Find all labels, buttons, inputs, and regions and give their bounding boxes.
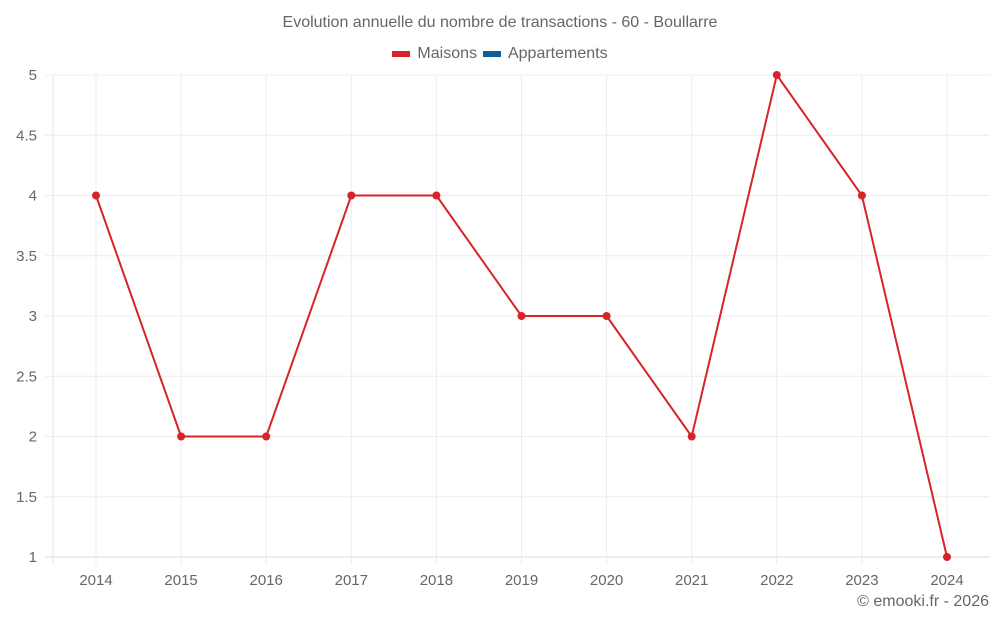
data-point[interactable] bbox=[177, 432, 186, 441]
data-point[interactable] bbox=[347, 191, 356, 200]
copyright-credit: © emooki.fr - 2026 bbox=[857, 593, 989, 610]
data-point[interactable] bbox=[92, 191, 100, 200]
legend-swatch-appartements bbox=[482, 51, 501, 57]
series-maisons bbox=[92, 71, 951, 561]
x-tick-label: 2023 bbox=[845, 572, 878, 589]
x-tick-label: 2022 bbox=[760, 572, 793, 589]
legend-item-appartements[interactable]: Appartements bbox=[482, 45, 608, 63]
chart-title: Evolution annuelle du nombre de transact… bbox=[282, 14, 718, 31]
legend-label-maisons: Maisons bbox=[417, 45, 477, 62]
x-tick-label: 2019 bbox=[505, 572, 538, 589]
data-point[interactable] bbox=[602, 312, 611, 320]
x-axis-ticks: 2014 2015 2016 2017 2018 2019 2020 2021 2022 2023… bbox=[79, 572, 963, 589]
y-tick-label: 1.5 bbox=[16, 489, 37, 506]
data-point[interactable] bbox=[772, 71, 781, 79]
data-point[interactable] bbox=[432, 191, 441, 200]
grid-lines bbox=[45, 74, 990, 565]
y-axis-ticks: 1 1.5 2 2.5 3 3.5 4 4.5 5 bbox=[16, 67, 37, 566]
legend-item-maisons[interactable]: Maisons bbox=[392, 45, 477, 63]
x-tick-label: 2015 bbox=[164, 572, 197, 589]
y-tick-label: 2 bbox=[29, 429, 37, 446]
x-tick-label: 2017 bbox=[335, 572, 368, 589]
legend-label-appartements: Appartements bbox=[507, 45, 608, 62]
x-tick-label: 2021 bbox=[675, 572, 708, 589]
x-tick-label: 2018 bbox=[420, 572, 453, 589]
y-tick-label: 3.5 bbox=[16, 248, 37, 265]
x-tick-label: 2016 bbox=[250, 572, 283, 589]
data-point[interactable] bbox=[857, 191, 866, 200]
y-tick-label: 5 bbox=[29, 67, 37, 84]
y-tick-label: 4.5 bbox=[16, 127, 37, 144]
y-tick-label: 4 bbox=[29, 188, 37, 205]
x-tick-label: 2014 bbox=[79, 572, 112, 589]
data-point[interactable] bbox=[262, 432, 271, 441]
y-tick-label: 3 bbox=[29, 308, 37, 325]
legend-swatch-maisons bbox=[392, 51, 411, 57]
data-point[interactable] bbox=[943, 553, 951, 561]
data-point[interactable] bbox=[687, 432, 696, 441]
x-tick-label: 2020 bbox=[590, 572, 623, 589]
data-point[interactable] bbox=[517, 312, 526, 320]
chart-legend: Maisons Appartements bbox=[0, 45, 1000, 63]
y-tick-label: 2.5 bbox=[16, 368, 37, 385]
y-tick-label: 1 bbox=[29, 549, 37, 566]
x-tick-label: 2024 bbox=[930, 572, 963, 589]
